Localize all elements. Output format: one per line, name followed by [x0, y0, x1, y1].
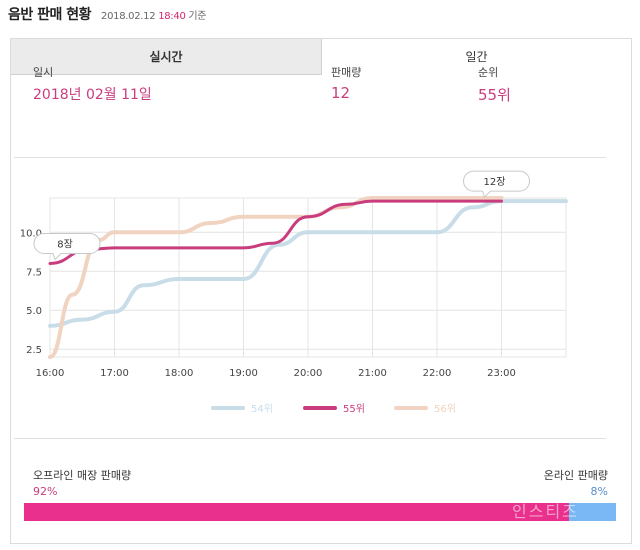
online-share-bar	[569, 503, 616, 521]
callout-bubble	[463, 170, 530, 199]
page-header: 음반 판매 현황 2018.02.12 18:40 기준	[8, 4, 207, 26]
stat-rank-value: 55위	[478, 86, 511, 104]
x-tick-label: 23:00	[487, 368, 516, 379]
legend-label: 54위	[251, 402, 273, 415]
offline-label: 오프라인 매장 판매량	[33, 469, 132, 482]
online-percent: 8%	[590, 485, 608, 498]
y-tick-label: 5.0	[26, 306, 42, 317]
watermark: 인스티즈	[512, 502, 579, 521]
callout-label: 8장	[57, 238, 73, 250]
sales-trend-chart: 16:00 17:00 18:00 19:00 20:00 21:00 22:00 23:00…	[20, 170, 568, 415]
series-line-2	[48, 199, 503, 265]
callout-label: 12장	[484, 176, 506, 188]
offline-percent: 92%	[33, 485, 58, 498]
stats-divider	[14, 157, 606, 158]
stat-sales: 판매량 12	[331, 64, 361, 102]
legend-label: 55위	[343, 402, 365, 415]
callout-bubble	[33, 232, 101, 261]
stat-sales-value: 12	[331, 84, 351, 102]
x-tick-label: 22:00	[423, 368, 452, 379]
offline-share-bar	[24, 503, 569, 521]
timestamp-suffix: 기준	[188, 11, 207, 22]
page-title: 음반 판매 현황	[8, 7, 92, 23]
legend-label: 56위	[434, 402, 456, 415]
x-tick-label: 16:00	[36, 368, 65, 379]
stat-rank: 순위 55위	[478, 64, 511, 105]
tab-realtime[interactable]: 실시간	[11, 39, 322, 75]
series-line-3	[48, 195, 504, 359]
chart-divider	[14, 438, 606, 439]
stat-sales-label: 판매량	[331, 66, 362, 79]
sales-panel: 실시간 일간	[10, 38, 632, 544]
period-tabs: 실시간 일간	[11, 39, 631, 75]
y-tick-label: 2.5	[26, 345, 42, 356]
x-tick-label: 18:00	[165, 368, 194, 379]
y-tick-label: 10.0	[20, 228, 42, 239]
online-label: 온라인 판매량	[543, 469, 608, 482]
timestamp-time: 18:40	[158, 11, 186, 22]
x-tick-label: 17:00	[100, 368, 129, 379]
tab-daily[interactable]: 일간	[322, 39, 631, 75]
series-line-1	[48, 199, 568, 328]
update-timestamp: 2018.02.12 18:40 기준	[101, 7, 206, 22]
x-tick-label: 19:00	[229, 368, 258, 379]
stat-rank-label: 순위	[478, 66, 499, 79]
timestamp-date: 2018.02.12	[101, 11, 156, 22]
x-tick-label: 21:00	[358, 368, 387, 379]
stat-date: 일시 2018년 02월 11일	[33, 64, 152, 104]
stat-date-value: 2018년 02월 11일	[33, 87, 152, 103]
stat-date-label: 일시	[33, 66, 54, 79]
x-tick-label: 20:00	[294, 368, 323, 379]
y-tick-label: 7.5	[26, 267, 42, 278]
